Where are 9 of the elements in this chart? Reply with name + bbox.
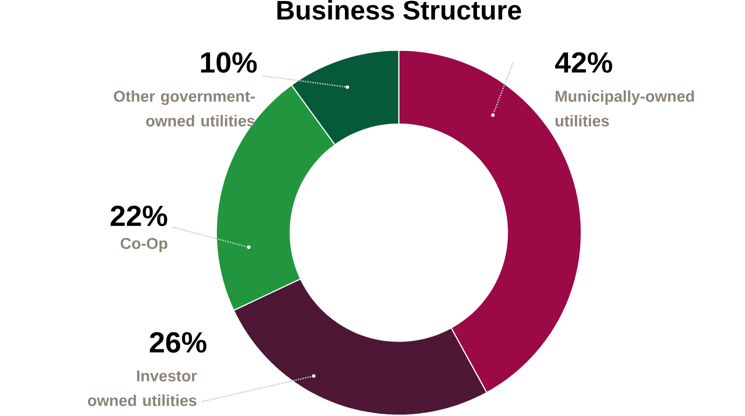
slice-label: Other government-owned utilities: [114, 90, 255, 127]
data-label: 42%: [555, 52, 612, 73]
data-label: 22%: [110, 206, 168, 226]
slice-label: Municipally-owned utilities: [556, 90, 694, 127]
data-label: 26%: [150, 332, 206, 353]
data-label: 10%: [201, 52, 257, 73]
slice-label: Co-Op: [120, 238, 168, 252]
chart-title: Business Structure: [277, 0, 522, 20]
slice-label: Investor owned utilities: [88, 370, 197, 406]
